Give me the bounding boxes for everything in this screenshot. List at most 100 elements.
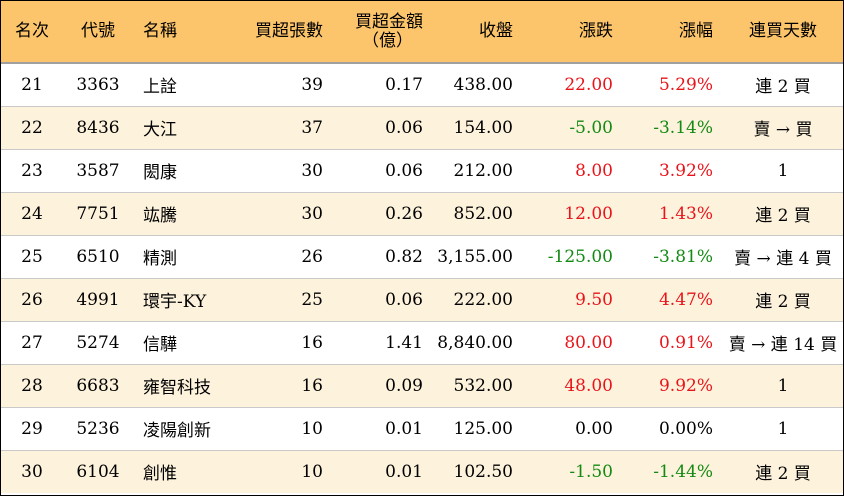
cell-buy-lots: 10 bbox=[301, 461, 323, 482]
table-header: 名次 代號 名稱 買超張數 買超金額 （億） 收盤 漲跌 漲幅 連買天數 bbox=[1, 1, 843, 63]
cell-change: -125.00 bbox=[547, 246, 613, 267]
header-buy-amount-line1: 買超金額 bbox=[355, 11, 423, 32]
cell-buy-amount: 0.06 bbox=[385, 160, 423, 181]
cell-name: 創惟 bbox=[143, 464, 177, 485]
cell-code: 8436 bbox=[76, 117, 120, 138]
cell-buy-lots: 37 bbox=[301, 117, 323, 138]
cell-close: 212.00 bbox=[453, 160, 513, 181]
table-row: 30 6104 創惟 10 0.01 102.50 -1.50 -1.44% 連 2 買 bbox=[1, 450, 843, 493]
cell-name: 閎康 bbox=[143, 163, 177, 183]
header-pct: 漲幅 bbox=[679, 21, 713, 41]
cell-close: 125.00 bbox=[453, 418, 513, 439]
cell-rank: 24 bbox=[21, 203, 43, 224]
cell-rank: 21 bbox=[21, 74, 43, 95]
cell-name: 環宇-KY bbox=[143, 292, 207, 312]
cell-rank: 30 bbox=[21, 461, 43, 482]
cell-pct: 0.91% bbox=[658, 332, 713, 353]
table-row: 21 3363 上詮 39 0.17 438.00 22.00 5.29% 連 2 買 bbox=[1, 63, 843, 106]
cell-name: 精測 bbox=[143, 249, 177, 269]
cell-streak: 賣 → 連 4 買 bbox=[734, 249, 832, 269]
table-row: 28 6683 雍智科技 16 0.09 532.00 48.00 9.92% 1 bbox=[1, 364, 843, 407]
cell-buy-amount: 0.17 bbox=[385, 74, 423, 95]
cell-code: 5236 bbox=[76, 418, 120, 439]
cell-name: 雍智科技 bbox=[143, 378, 211, 398]
cell-streak: 1 bbox=[777, 418, 789, 439]
cell-code: 6683 bbox=[76, 375, 120, 396]
cell-name: 凌陽創新 bbox=[143, 421, 211, 441]
cell-close: 438.00 bbox=[453, 74, 513, 95]
cell-buy-lots: 25 bbox=[301, 289, 323, 310]
header-rank: 名次 bbox=[15, 21, 49, 41]
cell-buy-lots: 16 bbox=[301, 332, 323, 353]
cell-close: 8,840.00 bbox=[437, 332, 513, 353]
cell-buy-amount: 0.26 bbox=[385, 203, 423, 224]
cell-streak: 連 2 買 bbox=[755, 77, 811, 98]
table-row: 23 3587 閎康 30 0.06 212.00 8.00 3.92% 1 bbox=[1, 149, 843, 192]
cell-rank: 28 bbox=[21, 375, 43, 396]
cell-buy-amount: 0.01 bbox=[385, 418, 423, 439]
cell-rank: 27 bbox=[21, 332, 43, 353]
cell-buy-lots: 16 bbox=[301, 375, 323, 396]
cell-code: 6104 bbox=[76, 461, 120, 482]
cell-change: 22.00 bbox=[564, 74, 613, 95]
cell-code: 6510 bbox=[76, 246, 120, 267]
cell-pct: 1.43% bbox=[658, 203, 713, 224]
cell-change: 9.50 bbox=[575, 289, 613, 310]
cell-close: 154.00 bbox=[453, 117, 513, 138]
cell-pct: -3.14% bbox=[653, 117, 713, 138]
cell-buy-lots: 30 bbox=[301, 203, 323, 224]
cell-change: -5.00 bbox=[569, 117, 613, 138]
table-row: 26 4991 環宇-KY 25 0.06 222.00 9.50 4.47% 連 2 買 bbox=[1, 278, 843, 321]
cell-close: 102.50 bbox=[453, 461, 513, 482]
cell-code: 3587 bbox=[76, 160, 120, 181]
cell-close: 222.00 bbox=[453, 289, 513, 310]
table-row: 25 6510 精測 26 0.82 3,155.00 -125.00 -3.81% 賣 → 連… bbox=[1, 235, 843, 278]
cell-rank: 23 bbox=[21, 160, 43, 181]
header-name: 名稱 bbox=[143, 21, 177, 41]
cell-name: 大江 bbox=[143, 120, 177, 140]
cell-buy-lots: 30 bbox=[301, 160, 323, 181]
cell-change: 80.00 bbox=[564, 332, 613, 353]
cell-close: 532.00 bbox=[453, 375, 513, 396]
cell-streak: 賣 → 買 bbox=[753, 120, 813, 140]
cell-streak: 連 2 買 bbox=[755, 464, 811, 485]
table-row: 24 7751 竑騰 30 0.26 852.00 12.00 1.43% 連 2 買 bbox=[1, 192, 843, 235]
table-row: 22 8436 大江 37 0.06 154.00 -5.00 -3.14% 賣 → 買 bbox=[1, 106, 843, 149]
cell-buy-amount: 1.41 bbox=[385, 332, 423, 353]
cell-buy-lots: 39 bbox=[301, 74, 323, 95]
cell-close: 852.00 bbox=[453, 203, 513, 224]
cell-change: -1.50 bbox=[569, 461, 613, 482]
cell-pct: -1.44% bbox=[653, 461, 713, 482]
cell-change: 48.00 bbox=[564, 375, 613, 396]
header-row: 名次 代號 名稱 買超張數 買超金額 （億） 收盤 漲跌 漲幅 連買天數 bbox=[1, 1, 843, 63]
cell-change: 12.00 bbox=[564, 203, 613, 224]
header-streak: 連買天數 bbox=[749, 21, 817, 41]
cell-buy-lots: 26 bbox=[301, 246, 323, 267]
cell-change: 0.00 bbox=[575, 418, 613, 439]
header-close: 收盤 bbox=[479, 21, 513, 41]
cell-streak: 連 2 買 bbox=[755, 292, 811, 312]
cell-streak: 連 2 買 bbox=[755, 206, 811, 226]
cell-streak: 1 bbox=[777, 375, 789, 396]
cell-buy-amount: 0.06 bbox=[385, 289, 423, 310]
header-code: 代號 bbox=[81, 21, 115, 41]
header-buy-lots: 買超張數 bbox=[255, 21, 323, 41]
table-body: 21 3363 上詮 39 0.17 438.00 22.00 5.29% 連 2 買 22 843… bbox=[1, 63, 843, 493]
cell-name: 信驊 bbox=[143, 335, 177, 355]
cell-rank: 25 bbox=[21, 246, 43, 267]
cell-code: 7751 bbox=[76, 203, 120, 224]
cell-streak: 1 bbox=[777, 160, 789, 181]
cell-rank: 22 bbox=[21, 117, 43, 138]
cell-close: 3,155.00 bbox=[437, 246, 513, 267]
table-row: 29 5236 凌陽創新 10 0.01 125.00 0.00 0.00% 1 bbox=[1, 407, 843, 450]
cell-buy-amount: 0.01 bbox=[385, 461, 423, 482]
cell-pct: -3.81% bbox=[653, 246, 713, 267]
cell-change: 8.00 bbox=[575, 160, 613, 181]
header-buy-amount-line2: （億） bbox=[362, 30, 413, 51]
cell-streak: 賣 → 連 14 買 bbox=[728, 335, 838, 355]
cell-pct: 0.00% bbox=[658, 418, 713, 439]
cell-buy-amount: 0.82 bbox=[385, 246, 423, 267]
cell-pct: 3.92% bbox=[658, 160, 713, 181]
